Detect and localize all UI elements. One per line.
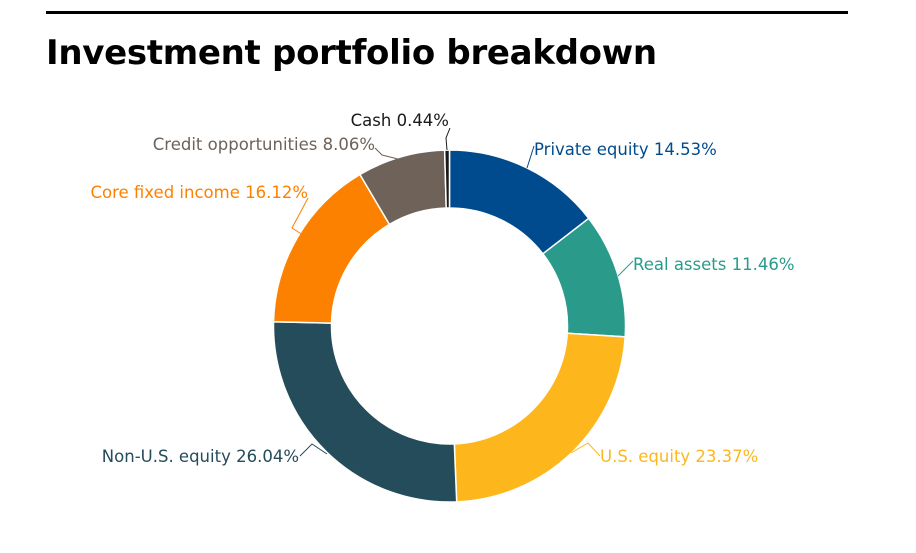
slice-label-u-s-equity: U.S. equity 23.37%	[600, 447, 758, 466]
donut-slices	[272, 149, 627, 503]
label-leader-lines	[291, 127, 634, 457]
slice-non-u-s-equity	[272, 320, 458, 503]
leader-line-cash	[445, 127, 451, 151]
leader-line-u-s-equity	[570, 442, 601, 457]
leader-line-credit-opportunities	[374, 147, 403, 161]
slice-label-real-assets: Real assets 11.46%	[633, 255, 795, 274]
top-rule	[46, 11, 848, 14]
slice-label-cash: Cash 0.44%	[351, 111, 449, 130]
slice-label-core-fixed-income: Core fixed income 16.12%	[90, 183, 308, 202]
slice-labels: Private equity 14.53% Real assets 11.46% U…	[90, 111, 794, 466]
slice-label-credit-opportunities: Credit opportunities 8.06%	[153, 135, 375, 154]
page-title: Investment portfolio breakdown	[46, 33, 657, 73]
slice-u-s-equity	[453, 332, 626, 503]
slice-cash	[443, 149, 451, 209]
leader-line-real-assets	[617, 260, 634, 277]
slice-label-private-equity: Private equity 14.53%	[534, 140, 717, 159]
leader-line-core-fixed-income	[291, 197, 309, 236]
leader-line-private-equity	[526, 145, 535, 169]
slice-label-non-u-s-equity: Non-U.S. equity 26.04%	[102, 447, 299, 466]
leader-line-non-u-s-equity	[299, 443, 328, 457]
